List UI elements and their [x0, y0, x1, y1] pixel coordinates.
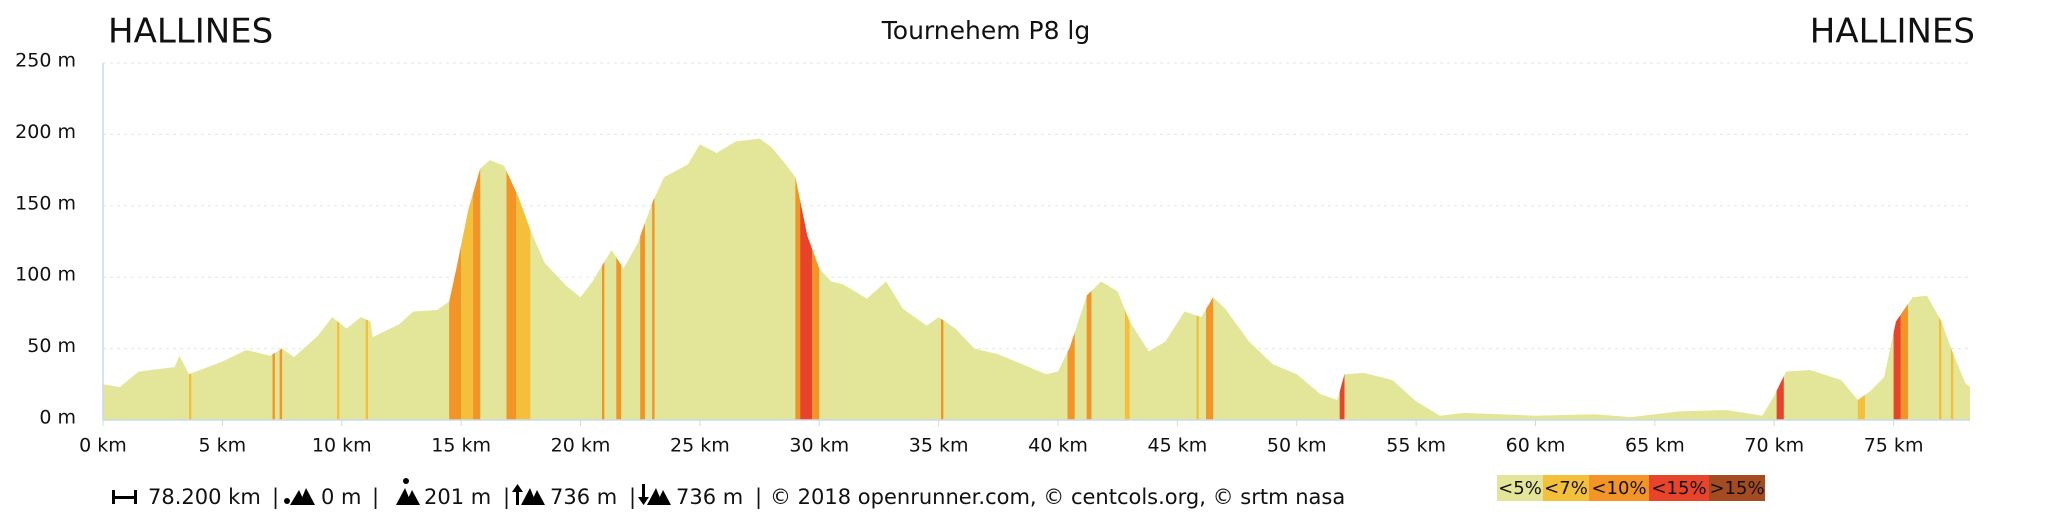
distance: 78.200 km — [148, 485, 261, 509]
gradient-band — [1339, 138, 1345, 420]
credits: © 2018 openrunner.com, © centcols.org, ©… — [770, 485, 1345, 509]
footer: 78.200 km | 0 m | 201 m | 736 m | 736 m … — [112, 478, 1345, 510]
x-tick-label: 65 km — [1625, 435, 1685, 457]
gradient-band — [800, 138, 813, 420]
separator: | — [372, 485, 379, 510]
x-tick-label: 5 km — [199, 435, 247, 457]
x-tick-label: 15 km — [431, 435, 491, 457]
x-tick-label: 25 km — [670, 435, 730, 457]
legend-label: <15% — [1651, 478, 1706, 499]
legend-label: >15% — [1709, 478, 1764, 499]
legend-swatch — [1543, 475, 1589, 501]
gradient-band — [449, 138, 462, 420]
gradient-band — [812, 138, 820, 420]
gradient-band — [652, 138, 655, 420]
x-tick-label: 70 km — [1744, 435, 1804, 457]
gradient-band — [941, 138, 944, 420]
max-alt-icon — [396, 478, 420, 505]
legend-swatch — [1649, 475, 1709, 501]
gradient-band — [1893, 138, 1901, 420]
elevation-area — [103, 138, 1970, 420]
descent-icon — [638, 484, 671, 505]
start-label: HALLINES — [108, 12, 273, 52]
legend-swatch — [1497, 475, 1543, 501]
y-tick-label: 50 m — [27, 335, 76, 357]
distance-icon — [112, 490, 137, 504]
x-tick-label: 10 km — [312, 435, 372, 457]
x-tick-label: 50 km — [1267, 435, 1327, 457]
x-tick-label: 30 km — [789, 435, 849, 457]
gradient-band — [1950, 138, 1954, 420]
min-alt-icon — [284, 488, 315, 505]
chart-title: Tournehem P8 lg — [881, 16, 1091, 45]
y-tick-label: 250 m — [15, 50, 76, 72]
gradient-band — [1938, 138, 1942, 420]
gradient-band — [473, 138, 481, 420]
separator: | — [503, 485, 510, 510]
gradient-band — [461, 138, 474, 420]
gradient-band — [601, 138, 605, 420]
max-altitude: 201 m — [424, 485, 491, 509]
gradient-band — [1776, 138, 1784, 420]
gradient-band — [1900, 138, 1908, 420]
climb-icon — [512, 484, 545, 505]
total-climb: 736 m — [550, 485, 617, 509]
gradient-band — [616, 138, 622, 420]
y-tick-label: 100 m — [15, 264, 76, 286]
gradient-band — [365, 138, 369, 420]
separator: | — [755, 485, 762, 510]
legend-swatch — [1709, 475, 1765, 501]
legend-label: <10% — [1591, 478, 1646, 499]
x-tick-label: 0 km — [79, 435, 127, 457]
x-tick-label: 20 km — [551, 435, 611, 457]
gradient-band — [1086, 138, 1092, 420]
x-tick-label: 45 km — [1147, 435, 1207, 457]
gradient-bands — [188, 138, 1954, 420]
gradient-band — [506, 138, 517, 420]
gradient-band — [516, 138, 531, 420]
gradient-band — [1206, 138, 1214, 420]
gradient-band — [1067, 138, 1075, 420]
gradient-band — [1196, 138, 1199, 420]
gradient-band — [336, 138, 340, 420]
x-tick-label: 35 km — [909, 435, 969, 457]
gradient-band — [1124, 138, 1130, 420]
separator: | — [629, 485, 636, 510]
legend-label: <7% — [1544, 478, 1588, 499]
x-tick-label: 40 km — [1028, 435, 1088, 457]
x-tick-label: 55 km — [1386, 435, 1446, 457]
gradient-band — [795, 138, 801, 420]
x-tick-label: 60 km — [1506, 435, 1566, 457]
legend-swatch — [1589, 475, 1649, 501]
gradient-band — [1857, 138, 1865, 420]
gradient-band — [279, 138, 283, 420]
y-tick-label: 150 m — [15, 192, 76, 214]
total-descent: 736 m — [676, 485, 743, 509]
min-altitude: 0 m — [321, 485, 362, 509]
x-tick-label: 75 km — [1864, 435, 1924, 457]
legend-label: <5% — [1498, 478, 1542, 499]
gradient-band — [640, 138, 645, 420]
gradient-band — [272, 138, 275, 420]
y-tick-label: 0 m — [39, 407, 76, 429]
separator: | — [272, 485, 279, 510]
y-tick-label: 200 m — [15, 121, 76, 143]
end-label: HALLINES — [1810, 12, 1975, 52]
gradient-band — [188, 138, 192, 420]
